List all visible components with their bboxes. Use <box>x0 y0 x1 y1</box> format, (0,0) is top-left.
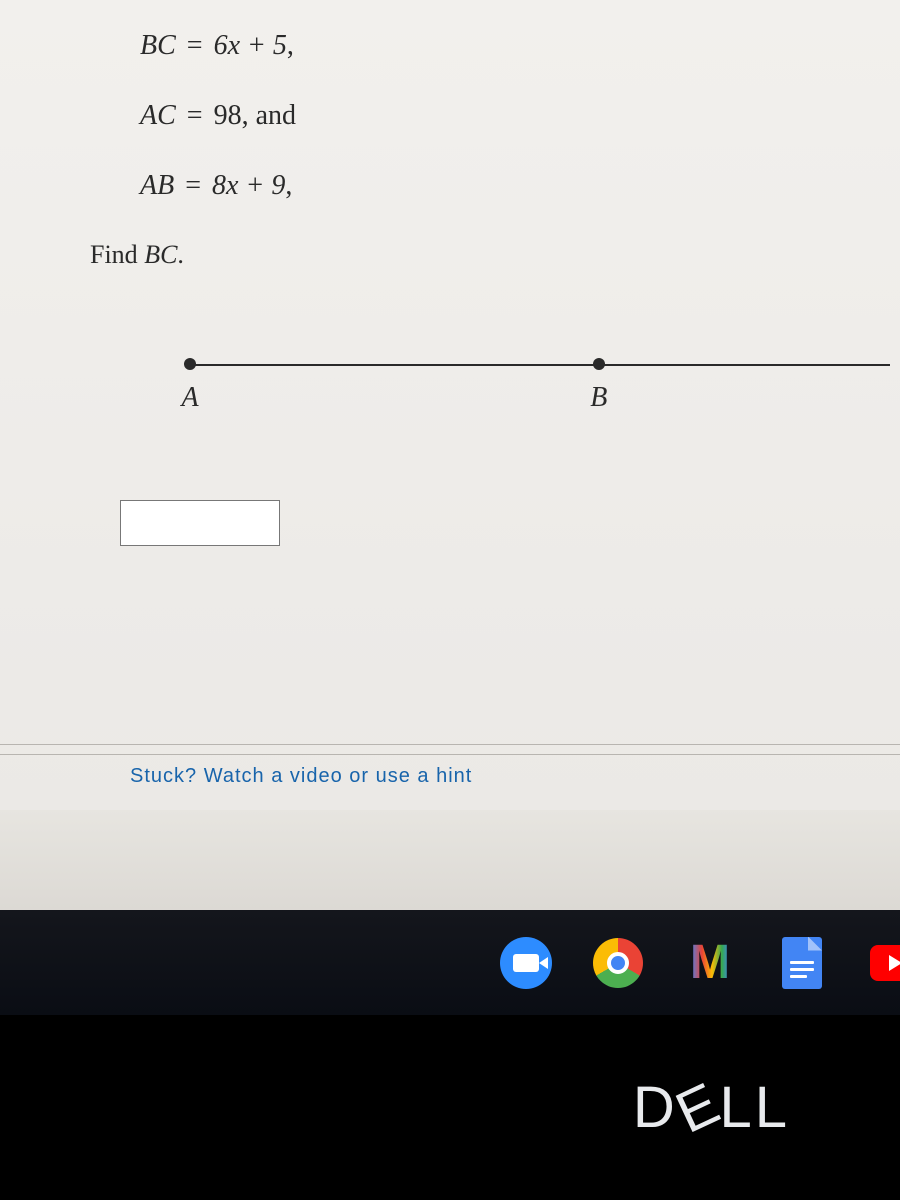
divider <box>0 754 900 755</box>
point-a-label: A <box>181 382 198 414</box>
gmail-icon[interactable]: M <box>684 937 736 989</box>
segment-diagram: A B C <box>190 350 900 440</box>
chrome-icon[interactable] <box>592 937 644 989</box>
youtube-icon[interactable] <box>868 937 900 989</box>
segment-line <box>190 364 890 366</box>
laptop-bezel: DELL <box>0 1015 900 1200</box>
divider <box>0 744 900 745</box>
eq-lhs: AB <box>140 170 174 201</box>
page-gap <box>0 810 900 910</box>
eq-lhs: AC <box>140 100 176 131</box>
equation-bc: BC = 6x + 5, <box>140 30 900 62</box>
find-prompt: Find BC. <box>90 240 900 270</box>
point-b <box>593 358 605 370</box>
eq-lhs: BC <box>140 30 176 61</box>
equation-ac: AC = 98, and <box>140 100 900 132</box>
eq-rhs: 8x + 9 <box>212 170 285 201</box>
zoom-icon[interactable] <box>500 937 552 989</box>
point-b-label: B <box>590 382 607 414</box>
answer-input[interactable] <box>120 500 280 546</box>
eq-rhs: 98 <box>214 100 242 131</box>
docs-icon[interactable] <box>776 937 828 989</box>
problem-content: BC = 6x + 5, AC = 98, and AB = 8x + 9, F… <box>0 0 900 810</box>
point-a <box>184 358 196 370</box>
eq-rhs: 6x + 5 <box>214 30 287 61</box>
taskbar: M <box>0 910 900 1015</box>
dell-logo: DELL <box>633 1074 790 1141</box>
stuck-hint-link[interactable]: Stuck? Watch a video or use a hint <box>130 765 472 788</box>
equation-ab: AB = 8x + 9, <box>140 170 900 202</box>
